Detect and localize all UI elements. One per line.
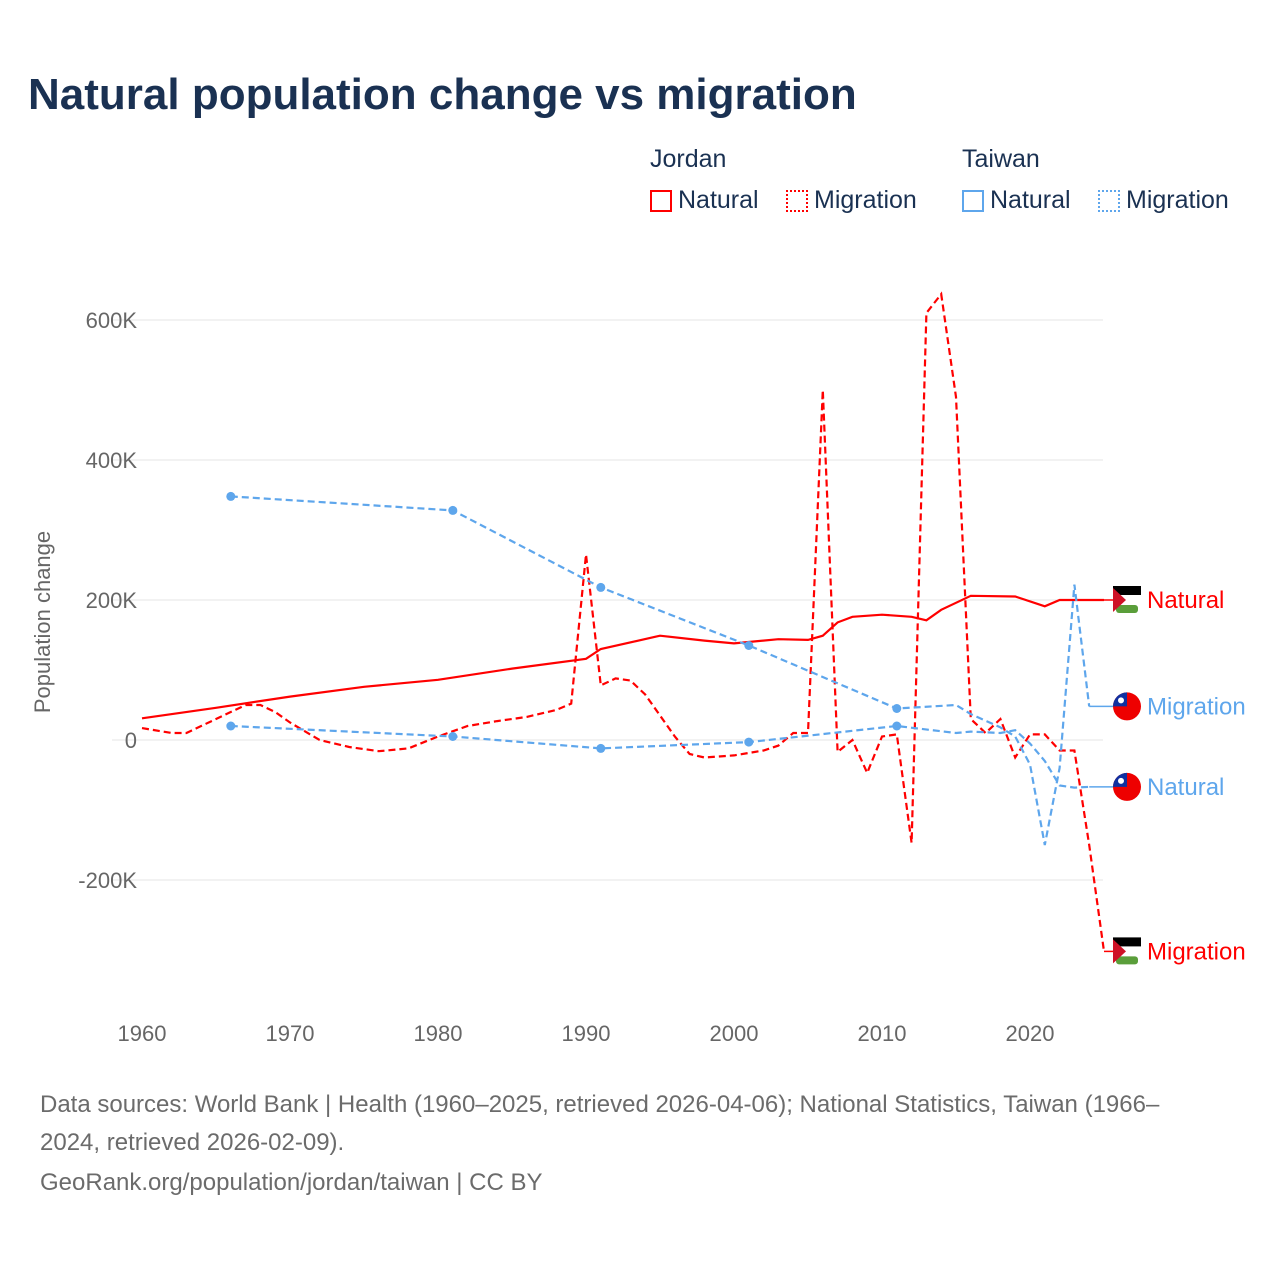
taiwan-natural-line: [230, 724, 1090, 789]
legend-taiwan-migration[interactable]: Migration: [1098, 186, 1229, 215]
taiwan-migration-marker: [226, 491, 236, 501]
flag-stripe: [1116, 605, 1138, 613]
flag-stripe: [1113, 586, 1141, 595]
legend-group-taiwan: Taiwan: [962, 145, 1040, 173]
taiwan-migration-marker: [892, 704, 902, 713]
legend-jordan-migration[interactable]: Migration: [786, 186, 917, 215]
footer-sources-1: Data sources: World Bank | Health (1960–…: [40, 1091, 1160, 1118]
page-title: Natural population change vs migration: [28, 70, 857, 119]
legend-label: Migration: [814, 186, 917, 214]
taiwan-migration-marker: [744, 641, 754, 650]
flag-triangle: [1113, 939, 1126, 964]
legend-taiwan-natural[interactable]: Natural: [962, 186, 1071, 215]
taiwan-natural-marker: [226, 721, 236, 731]
y-axis-label: Population change: [30, 531, 55, 713]
jordan-migration-line: [141, 291, 1106, 952]
y-tick-label: 400K: [86, 448, 138, 473]
y-tick-label: 600K: [86, 308, 138, 333]
taiwan-natural-marker: [596, 743, 606, 753]
flag-stripe: [1113, 937, 1141, 947]
plot-area: -200K 0 200K 400K 600K 1960 1970 1980 1990 2000 20…: [30, 291, 1246, 1046]
taiwan-natural-marker: [744, 737, 754, 747]
jordan-natural-end-label: Natural: [1147, 587, 1224, 614]
legend-group-jordan: Jordan: [650, 145, 727, 173]
flag-sun: [1118, 777, 1124, 784]
legend-swatch: [786, 189, 808, 212]
taiwan-natural-end-label: Natural: [1147, 774, 1224, 801]
taiwan-natural-marker: [448, 732, 458, 741]
footer-sources-2: 2024, retrieved 2026-02-09).: [40, 1129, 345, 1156]
taiwan-natural-marker: [892, 721, 902, 731]
x-tick-label: 2000: [710, 1021, 759, 1046]
flag-triangle: [1113, 588, 1126, 612]
legend-jordan-natural[interactable]: Natural: [650, 186, 759, 215]
taiwan-migration-marker: [448, 505, 458, 515]
taiwan-migration-line: [230, 495, 1091, 846]
footer-link[interactable]: GeoRank.org/population/jordan/taiwan | C…: [40, 1169, 543, 1196]
jordan-natural-line: [141, 594, 1104, 720]
x-tick-label: 1970: [266, 1021, 315, 1046]
y-tick-label: 200K: [86, 588, 138, 613]
x-tick-label: 1990: [562, 1021, 611, 1046]
legend-swatch: [962, 189, 984, 212]
legend-label: Migration: [1126, 186, 1229, 214]
jordan-migration-end-label: Migration: [1147, 938, 1246, 965]
legend-swatch: [1098, 189, 1120, 212]
x-tick-label: 1980: [414, 1021, 463, 1046]
flag-sun: [1118, 697, 1124, 704]
flag-stripe: [1116, 956, 1138, 965]
y-tick-label: -200K: [78, 868, 137, 893]
taiwan-migration-end-label: Migration: [1147, 693, 1246, 720]
x-tick-label: 2010: [858, 1021, 907, 1046]
taiwan-migration-marker: [596, 582, 606, 592]
legend-label: Natural: [678, 186, 759, 214]
x-tick-label: 2020: [1006, 1021, 1055, 1046]
legend-label: Natural: [990, 186, 1071, 214]
legend-swatch: [650, 189, 672, 212]
x-tick-label: 1960: [118, 1021, 167, 1046]
y-tick-label: 0: [125, 728, 137, 753]
